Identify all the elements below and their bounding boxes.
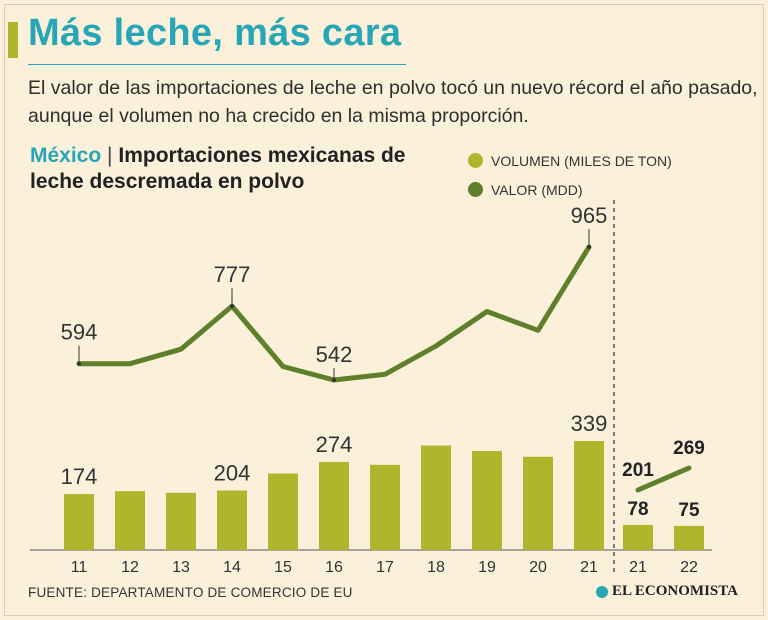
value-data-label-14: 777 — [214, 262, 251, 287]
partial-x-tick-label-0: 21 — [629, 559, 647, 576]
legend-volume-label: VOLUMEN (MILES DE TON) — [491, 152, 672, 169]
value-point-14 — [230, 304, 234, 309]
volume-bar-15 — [268, 473, 298, 550]
brand-name: EL ECONOMISTA — [612, 583, 738, 599]
value-point-11 — [77, 361, 81, 366]
value-data-label-21: 965 — [571, 203, 608, 228]
legend-value-label: VALOR (MDD) — [491, 181, 583, 198]
volume-bar-12 — [115, 491, 145, 550]
subtitle: El valor de las importaciones de leche e… — [28, 77, 758, 127]
chart-title: México | Importaciones mexicanas de lech… — [30, 143, 450, 195]
chart-title-separator: | — [107, 144, 113, 167]
volume-data-label-21: 339 — [571, 411, 608, 436]
x-tick-label-15: 15 — [274, 559, 292, 576]
volume-bar-14 — [217, 490, 247, 550]
x-tick-label-20: 20 — [529, 559, 547, 576]
chart-region: México — [30, 144, 102, 167]
x-tick-label-14: 14 — [223, 559, 241, 576]
value-point-21 — [587, 245, 591, 249]
value-point-16 — [332, 378, 336, 382]
legend-value-dot-icon — [468, 182, 483, 197]
brand-circle-icon — [596, 585, 608, 598]
volume-data-label-11: 174 — [61, 464, 98, 489]
partial-volume-label-0: 78 — [627, 499, 648, 520]
partial-volume-bar-0 — [623, 524, 653, 550]
partial-value-label-1: 269 — [673, 438, 705, 459]
volume-bar-19 — [472, 450, 502, 550]
legend-item-value: VALOR (MDD) — [468, 175, 672, 204]
volume-bar-16 — [319, 461, 349, 550]
partial-x-tick-label-1: 22 — [680, 559, 698, 576]
volume-data-label-16: 274 — [316, 432, 353, 457]
volume-bar-17 — [370, 464, 400, 550]
legend-item-volume: VOLUMEN (MILES DE TON) — [468, 146, 672, 175]
value-data-label-16: 542 — [316, 342, 353, 367]
headline: Más leche, más cara — [28, 12, 402, 54]
volume-bar-21 — [574, 441, 604, 550]
partial-volume-label-1: 75 — [678, 500, 700, 521]
brand-logo: EL ECONOMISTA — [596, 583, 738, 600]
volume-bar-18 — [421, 445, 451, 550]
x-tick-label-12: 12 — [121, 559, 139, 576]
x-tick-label-11: 11 — [71, 559, 88, 576]
x-tick-label-13: 13 — [172, 559, 190, 576]
chart-title-text: Importaciones mexicanas de leche descrem… — [30, 144, 406, 193]
x-tick-label-16: 16 — [325, 559, 343, 576]
x-tick-label-18: 18 — [427, 559, 445, 576]
value-data-label-11: 594 — [61, 320, 98, 345]
frame — [4, 4, 764, 616]
headline-rule — [28, 64, 406, 65]
volume-data-label-14: 204 — [214, 461, 251, 486]
partial-value-label-0: 201 — [622, 460, 654, 481]
volume-bar-13 — [166, 492, 196, 550]
partial-volume-bar-1 — [674, 525, 704, 550]
x-tick-label-17: 17 — [376, 559, 394, 576]
partial-value-line — [635, 465, 692, 493]
legend: VOLUMEN (MILES DE TON) VALOR (MDD) — [468, 146, 672, 204]
x-tick-label-19: 19 — [478, 559, 496, 576]
x-tick-label-21: 21 — [580, 559, 598, 576]
volume-bar-20 — [523, 456, 553, 550]
volume-bar-11 — [64, 494, 94, 550]
legend-volume-dot-icon — [468, 153, 483, 168]
title-accent-bar — [8, 22, 18, 58]
source-note: FUENTE: DEPARTAMENTO DE COMERCIO DE EU — [28, 585, 353, 600]
